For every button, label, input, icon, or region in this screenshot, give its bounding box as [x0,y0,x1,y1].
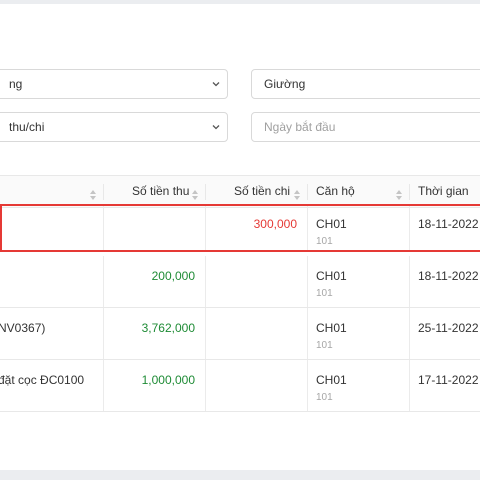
column-header-apartment[interactable]: Căn hộ [316,184,355,198]
sort-icon[interactable] [396,187,402,200]
cell-divider [103,256,104,307]
row-apartment: CH01 [316,269,347,283]
table-row[interactable]: đặt cọc ĐC0100 1,000,000 CH01 101 17-11-… [0,360,480,412]
row-apartment: CH01 [316,373,347,387]
cell-divider [103,308,104,359]
bed-select[interactable]: Giường [251,69,480,99]
row-room: 101 [316,236,333,247]
cell-divider [409,256,410,307]
start-date-placeholder: Ngày bắt đầu [264,120,336,134]
row-date: 17-11-2022 [418,373,479,387]
row-description: NV0367) [0,321,46,335]
cell-divider [307,204,308,251]
row-description: đặt cọc ĐC0100 [0,373,85,387]
row-income: 1,000,000 [141,373,195,387]
start-date-input[interactable]: Ngày bắt đầu [251,112,480,142]
row-apartment: CH01 [316,321,347,335]
row-apartment: CH01 [316,217,347,231]
chevron-down-icon [211,122,221,132]
table-row[interactable]: 200,000 CH01 101 18-11-2022 [0,256,480,308]
cell-divider [103,360,104,411]
cell-divider [409,308,410,359]
bed-select-value: Giường [264,77,306,91]
cell-divider [205,256,206,307]
header-divider [205,184,206,200]
header-divider [409,184,410,200]
row-income: 3,762,000 [141,321,195,335]
sort-icon[interactable] [192,187,198,200]
category-select[interactable]: ng [0,69,228,99]
cell-divider [307,308,308,359]
cell-divider [205,360,206,411]
cell-divider [307,360,308,411]
sort-icon[interactable] [90,187,96,200]
header-divider [307,184,308,200]
row-date: 18-11-2022 [418,217,479,231]
table-row[interactable]: 300,000 CH01 101 18-11-2022 [0,204,480,252]
row-date: 18-11-2022 [418,269,479,283]
column-header-time[interactable]: Thời gian [418,184,469,198]
chevron-down-icon [211,79,221,89]
cell-divider [103,204,104,251]
cell-divider [205,204,206,251]
column-header-income[interactable]: Số tiền thu [132,184,190,198]
sort-icon[interactable] [294,187,300,200]
table-header: Số tiền thu Số tiền chi Căn hộ Thời gian [0,175,480,208]
row-expense: 300,000 [253,217,297,231]
category-select-value: ng [9,77,23,91]
table-row[interactable]: NV0367) 3,762,000 CH01 101 25-11-2022 [0,308,480,360]
row-income: 200,000 [151,269,195,283]
row-room: 101 [316,340,333,351]
cell-divider [307,256,308,307]
cell-divider [409,360,410,411]
cell-divider [205,308,206,359]
column-header-expense[interactable]: Số tiền chi [234,184,291,198]
row-date: 25-11-2022 [418,321,479,335]
type-select[interactable]: thu/chi [0,112,228,142]
cell-divider [409,204,410,251]
row-room: 101 [316,288,333,299]
row-room: 101 [316,392,333,403]
type-select-value: thu/chi [9,120,45,134]
header-divider [103,184,104,200]
content-panel: ng Giường thu/chi Ngày bắt đầu Số tiền t… [0,4,480,470]
